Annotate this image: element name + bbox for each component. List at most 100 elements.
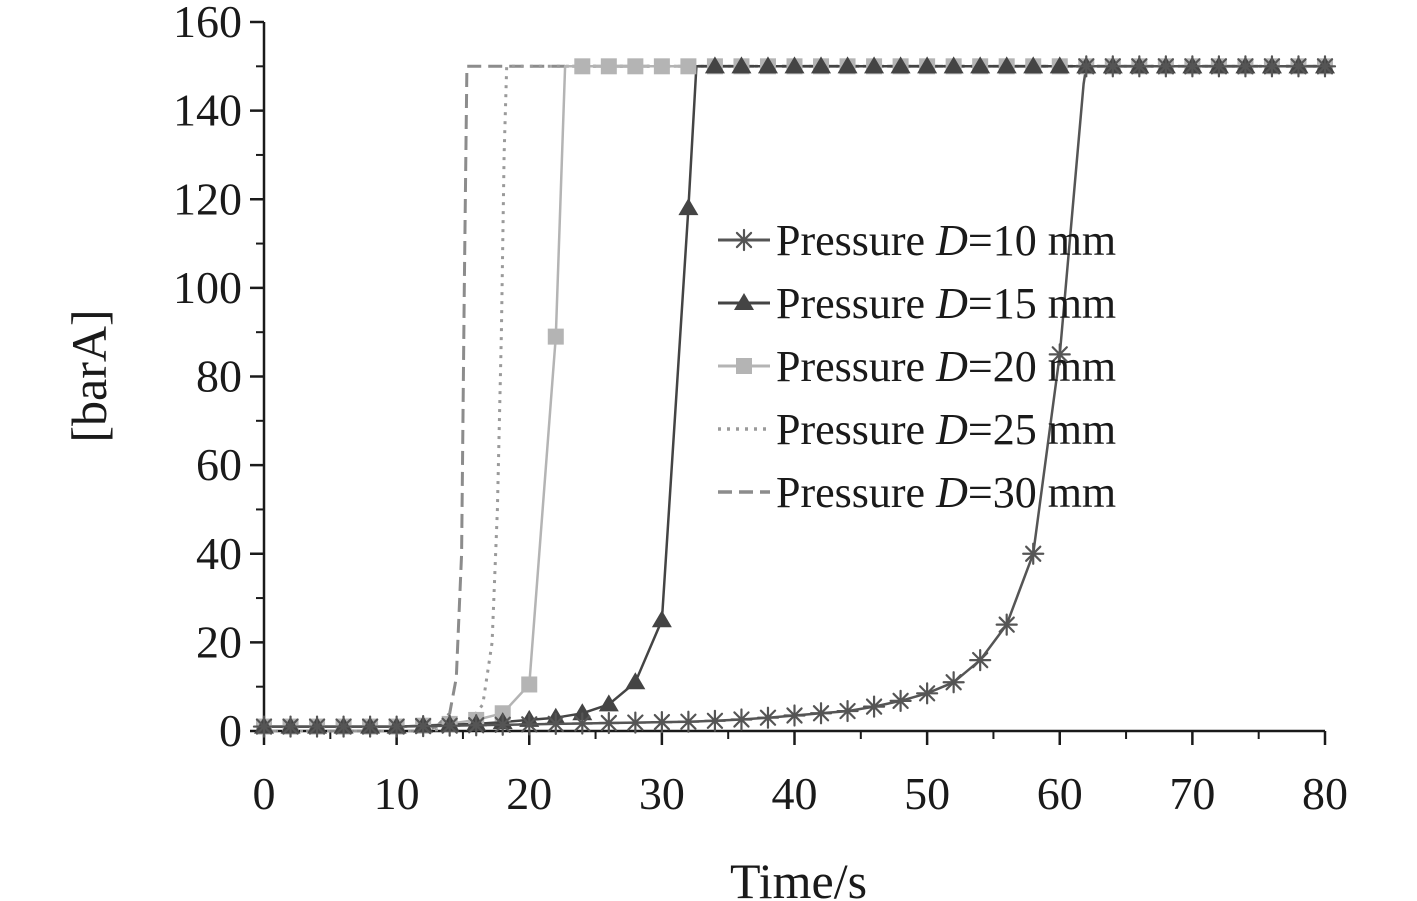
series-line bbox=[264, 65, 1325, 728]
legend-swatch-marker bbox=[732, 228, 756, 252]
data-point-marker bbox=[627, 58, 644, 75]
data-point-marker bbox=[598, 694, 619, 712]
data-point-marker bbox=[862, 695, 886, 718]
series-line bbox=[264, 65, 1325, 728]
data-point-marker bbox=[864, 56, 885, 74]
data-point-marker bbox=[1048, 343, 1071, 366]
data-point-marker bbox=[809, 702, 833, 725]
data-point-marker bbox=[890, 56, 911, 74]
data-point-marker bbox=[756, 706, 780, 729]
data-point-marker bbox=[943, 56, 964, 74]
y-axis-title: [barA] bbox=[61, 309, 117, 442]
data-point-marker bbox=[385, 715, 408, 738]
data-point-marker bbox=[521, 676, 538, 693]
data-point-marker bbox=[1075, 55, 1098, 78]
x-tick-label: 10 bbox=[374, 768, 420, 819]
y-tick-label: 40 bbox=[196, 528, 242, 579]
y-tick-label: 0 bbox=[219, 705, 242, 756]
data-point-marker bbox=[544, 712, 567, 736]
y-tick-label: 80 bbox=[196, 351, 242, 402]
data-point-marker bbox=[305, 715, 329, 738]
data-point-marker bbox=[942, 671, 965, 694]
data-point-marker bbox=[1049, 56, 1070, 74]
legend-entry-label: Pressure D=10 mm bbox=[776, 216, 1116, 265]
x-tick-label: 60 bbox=[1037, 768, 1083, 819]
data-point-marker bbox=[1234, 55, 1257, 78]
legend-entry-label: Pressure D=30 mm bbox=[776, 468, 1116, 517]
data-point-marker bbox=[600, 58, 617, 75]
series-layer bbox=[264, 64, 1325, 733]
data-point-marker bbox=[730, 708, 753, 731]
legend-entry-label: Pressure D=15 mm bbox=[776, 279, 1116, 328]
data-point-marker bbox=[572, 703, 593, 721]
y-tick-label: 20 bbox=[196, 616, 242, 667]
marker-layer bbox=[252, 55, 1337, 738]
axis-labels: 0 20 40 60 80 100 120 140 160 0 10 20 30 40 50 60 70 80 Ti… bbox=[61, 0, 1348, 901]
data-point-marker bbox=[889, 689, 912, 712]
legend-entry-label: Pressure D=25 mm bbox=[776, 405, 1116, 454]
data-point-marker bbox=[783, 704, 806, 727]
x-tick-label: 40 bbox=[772, 768, 818, 819]
data-point-marker bbox=[651, 610, 672, 628]
y-tick-label: 60 bbox=[196, 439, 242, 490]
data-point-marker bbox=[518, 713, 541, 736]
y-tick-label: 140 bbox=[173, 85, 242, 136]
y-tick-label: 120 bbox=[173, 173, 242, 224]
data-point-marker bbox=[996, 56, 1017, 74]
data-point-marker bbox=[677, 710, 700, 733]
data-point-marker bbox=[625, 672, 646, 690]
data-point-marker bbox=[653, 58, 670, 75]
x-tick-label: 20 bbox=[506, 768, 552, 819]
data-point-marker bbox=[680, 58, 697, 75]
data-point-marker bbox=[1023, 56, 1044, 74]
data-point-marker bbox=[332, 715, 355, 738]
series-line bbox=[264, 65, 1325, 728]
data-point-marker bbox=[969, 648, 992, 672]
x-tick-label: 70 bbox=[1169, 768, 1215, 819]
data-point-marker bbox=[757, 56, 778, 74]
data-point-marker bbox=[1101, 55, 1124, 78]
data-point-marker bbox=[571, 712, 594, 735]
data-point-marker bbox=[916, 682, 939, 705]
data-point-marker bbox=[438, 714, 461, 737]
data-point-marker bbox=[597, 711, 620, 735]
data-point-marker bbox=[1207, 55, 1231, 78]
y-tick-label: 160 bbox=[173, 0, 242, 47]
data-point-marker bbox=[731, 56, 752, 74]
data-point-marker bbox=[1128, 55, 1151, 78]
series-line bbox=[264, 64, 1325, 733]
data-point-marker bbox=[1154, 55, 1177, 78]
data-point-marker bbox=[1181, 55, 1204, 78]
data-point-marker bbox=[703, 709, 727, 732]
data-point-marker bbox=[1022, 542, 1045, 565]
legend-swatch-marker bbox=[734, 293, 754, 310]
data-point-marker bbox=[1260, 55, 1284, 78]
data-point-marker bbox=[704, 56, 725, 74]
legend-swatch-marker bbox=[736, 358, 752, 374]
x-tick-label: 30 bbox=[639, 768, 685, 819]
data-point-marker bbox=[917, 56, 938, 74]
data-point-marker bbox=[970, 56, 991, 74]
series-line bbox=[264, 64, 1325, 733]
y-tick-label: 100 bbox=[173, 262, 242, 313]
data-point-marker bbox=[836, 699, 859, 723]
data-point-marker bbox=[412, 715, 435, 738]
x-tick-label: 80 bbox=[1302, 768, 1348, 819]
data-point-marker bbox=[465, 714, 488, 737]
x-tick-label: 50 bbox=[904, 768, 950, 819]
data-point-marker bbox=[811, 56, 832, 74]
data-point-marker bbox=[1287, 55, 1310, 78]
data-point-marker bbox=[678, 198, 699, 216]
data-point-marker bbox=[995, 613, 1018, 636]
data-point-marker bbox=[837, 56, 858, 74]
data-point-marker bbox=[650, 711, 673, 734]
data-point-marker bbox=[547, 328, 564, 345]
data-point-marker bbox=[491, 713, 514, 736]
data-point-marker bbox=[252, 715, 276, 738]
data-point-marker bbox=[784, 56, 805, 74]
legend-entry-label: Pressure D=20 mm bbox=[776, 342, 1116, 391]
data-point-marker bbox=[1313, 55, 1337, 78]
x-axis-title: Time/s bbox=[730, 853, 867, 901]
data-point-marker bbox=[359, 715, 382, 738]
